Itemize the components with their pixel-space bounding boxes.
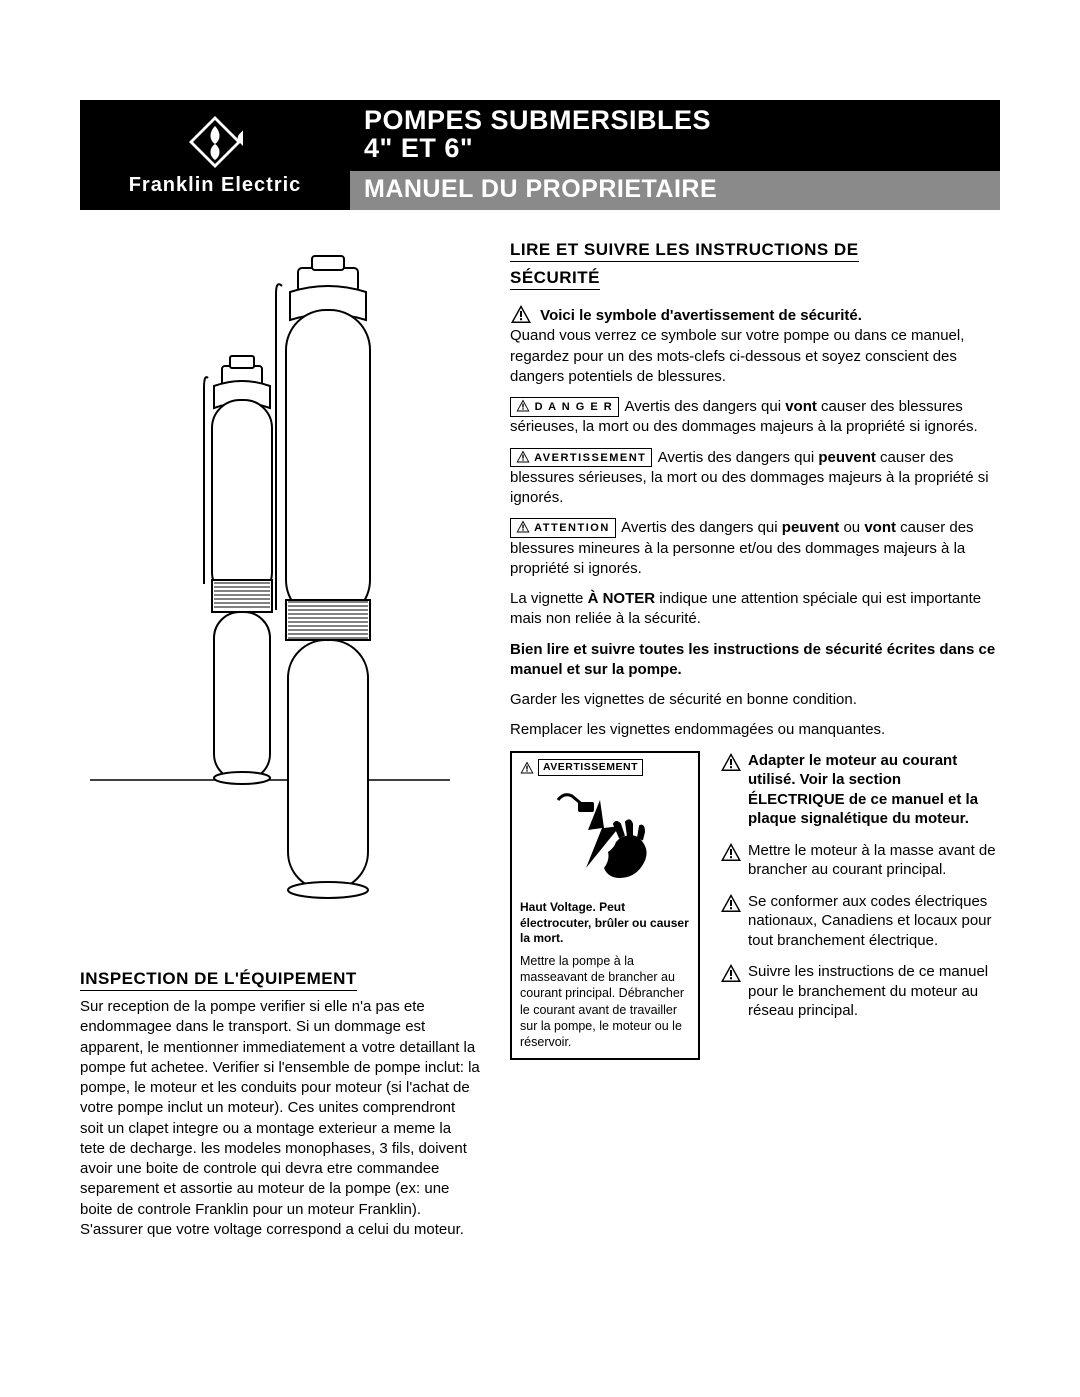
warning-box-header: AVERTISSEMENT <box>520 759 690 777</box>
warning-box-tag: AVERTISSEMENT <box>538 759 643 777</box>
attn-b1: peuvent <box>782 519 840 536</box>
title-line2: 4" ET 6" <box>364 133 473 163</box>
attn-tag-label: ATTENTION <box>534 522 610 534</box>
anoter-pre: La vignette <box>510 590 588 607</box>
anoter-para: La vignette À NOTER indique une attentio… <box>510 589 1000 630</box>
warning-box-body: Mettre la pompe à la masseavant de branc… <box>520 953 690 1051</box>
warning-box: AVERTISSEMENT <box>510 751 700 1061</box>
bold-instruction: Bien lire et suivre toutes les instructi… <box>510 640 1000 681</box>
symbol-body: Quand vous verrez ce symbole sur votre p… <box>510 327 964 385</box>
warning-triangle-icon <box>720 752 742 772</box>
attn-para: ATTENTION Avertis des dangers qui peuven… <box>510 518 1000 579</box>
left-body: Sur reception de la pompe verifier si el… <box>80 997 480 1240</box>
bullet-text: Adapter le moteur au courant utilisé. Vo… <box>748 752 978 828</box>
right-heading-2: SÉCURITÉ <box>510 268 600 290</box>
symbol-para: Voici le symbole d'avertissement de sécu… <box>510 304 1000 387</box>
attn-b2: vont <box>864 519 896 536</box>
remplacer-line: Remplacer les vignettes endommagées ou m… <box>510 720 1000 740</box>
attn-pre: Avertis des dangers qui <box>621 519 782 536</box>
avert-pre: Avertis des dangers qui <box>658 449 819 466</box>
warning-triangle-icon <box>510 304 532 324</box>
shock-pictogram <box>520 782 690 892</box>
left-heading: INSPECTION DE L'ÉQUIPEMENT <box>80 969 357 991</box>
warning-triangle-icon <box>720 893 742 913</box>
columns: INSPECTION DE L'ÉQUIPEMENT Sur reception… <box>80 240 1000 1240</box>
brand-name: Franklin Electric <box>129 174 302 197</box>
avert-para: AVERTISSEMENT Avertis des dangers qui pe… <box>510 448 1000 509</box>
title-sub: MANUEL DU PROPRIETAIRE <box>350 171 1000 210</box>
header-band: Franklin Electric POMPES SUBMERSIBLES 4"… <box>80 100 1000 210</box>
right-bottom-row: AVERTISSEMENT <box>510 751 1000 1061</box>
attn-mid: ou <box>839 519 864 536</box>
right-heading-1: LIRE ET SUIVRE LES INSTRUCTIONS DE <box>510 240 859 262</box>
brand-logo-cell: Franklin Electric <box>80 100 350 210</box>
warning-triangle-icon <box>720 842 742 862</box>
page: Franklin Electric POMPES SUBMERSIBLES 4"… <box>0 0 1080 1320</box>
bullet-text: Suivre les instructions de ce manuel pou… <box>748 962 1000 1021</box>
warning-triangle-icon <box>720 963 742 983</box>
avert-tag-label: AVERTISSEMENT <box>534 452 646 464</box>
warning-triangle-icon <box>520 761 534 774</box>
bullet-item: Adapter le moteur au courant utilisé. Vo… <box>720 751 1000 829</box>
avert-bold: peuvent <box>818 449 876 466</box>
danger-pre: Avertis des dangers qui <box>625 398 786 415</box>
garder-line: Garder les vignettes de sécurité en bonn… <box>510 690 1000 710</box>
bullet-item: Se conformer aux codes électriques natio… <box>720 892 1000 951</box>
avert-tag: AVERTISSEMENT <box>510 448 652 468</box>
bullet-item: Mettre le moteur à la masse avant de bra… <box>720 841 1000 880</box>
pump-illustration <box>80 250 480 935</box>
danger-tag-label: D A N G E R <box>535 401 614 413</box>
title-top: POMPES SUBMERSIBLES 4" ET 6" <box>350 100 1000 171</box>
attn-tag: ATTENTION <box>510 518 616 538</box>
bullet-text: Mettre le moteur à la masse avant de bra… <box>748 841 1000 880</box>
bullet-item: Suivre les instructions de ce manuel pou… <box>720 962 1000 1021</box>
danger-tag: D A N G E R <box>510 397 619 417</box>
bullets-column: Adapter le moteur au courant utilisé. Vo… <box>720 751 1000 1033</box>
right-heading-wrap: LIRE ET SUIVRE LES INSTRUCTIONS DE SÉCUR… <box>510 240 1000 296</box>
right-column: LIRE ET SUIVRE LES INSTRUCTIONS DE SÉCUR… <box>510 240 1000 1240</box>
hv-caption: Haut Voltage. Peut électrocuter, brûler … <box>520 900 690 947</box>
left-column: INSPECTION DE L'ÉQUIPEMENT Sur reception… <box>80 240 480 1240</box>
danger-bold: vont <box>785 398 817 415</box>
title-cell: POMPES SUBMERSIBLES 4" ET 6" MANUEL DU P… <box>350 100 1000 210</box>
danger-para: D A N G E R Avertis des dangers qui vont… <box>510 397 1000 438</box>
bullet-text: Se conformer aux codes électriques natio… <box>748 892 1000 951</box>
title-line1: POMPES SUBMERSIBLES <box>364 105 711 135</box>
anoter-bold: À NOTER <box>588 590 656 607</box>
brand-logo-icon <box>187 114 243 170</box>
symbol-line: Voici le symbole d'avertissement de sécu… <box>540 307 862 324</box>
